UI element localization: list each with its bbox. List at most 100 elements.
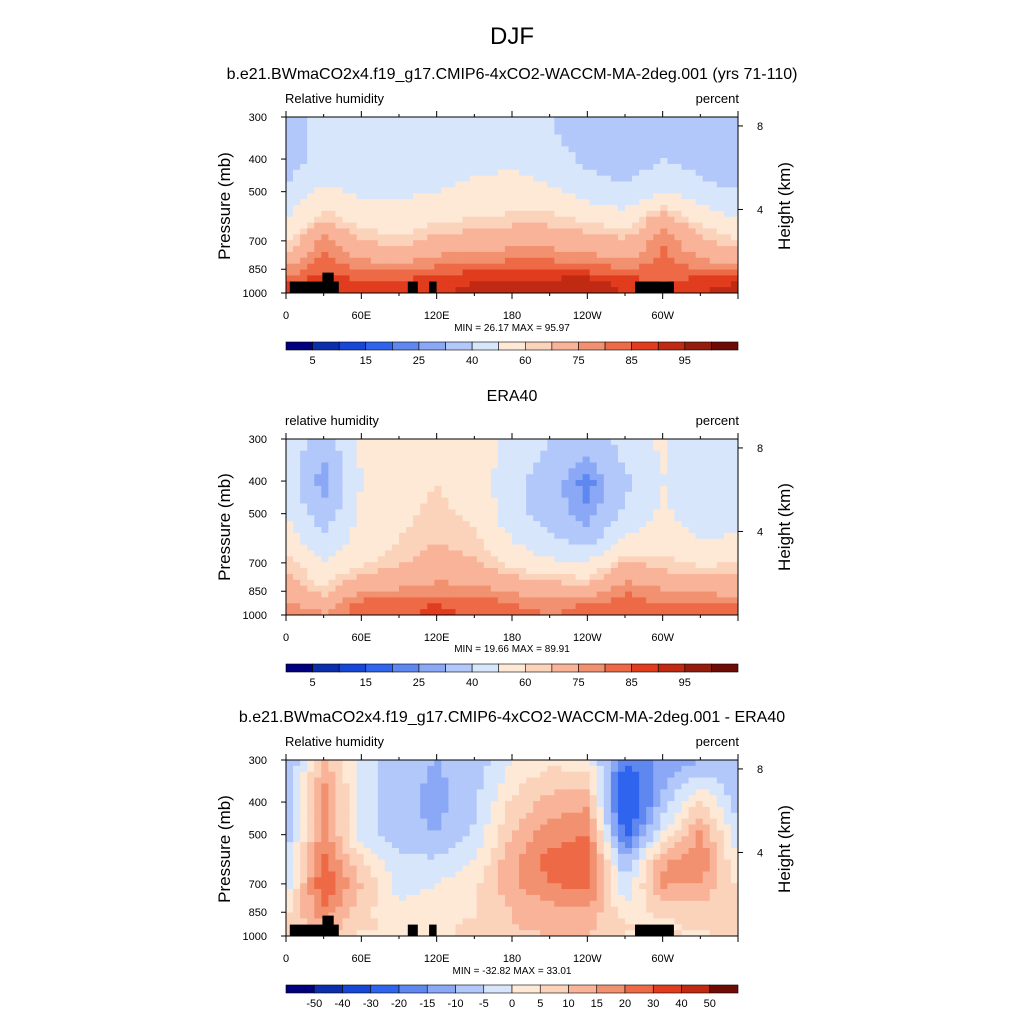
heatmap-cell: [391, 842, 400, 849]
heatmap-cell: [688, 199, 697, 206]
heatmap-cell: [730, 444, 739, 452]
heatmap-cell: [582, 275, 591, 282]
heatmap-cell: [688, 158, 697, 165]
heatmap-cell: [286, 777, 294, 784]
heatmap-cell: [533, 806, 541, 814]
heatmap-cell: [448, 538, 456, 545]
heatmap-cell: [547, 468, 555, 475]
heatmap-cell: [420, 503, 428, 510]
x-tick-label: 0: [283, 632, 289, 644]
heatmap-cell: [709, 801, 718, 808]
heatmap-cell: [526, 462, 534, 469]
heatmap-cell: [434, 163, 442, 171]
heatmap-cell: [723, 193, 732, 200]
heatmap-cell: [286, 485, 294, 493]
heatmap-cell: [391, 550, 400, 557]
heatmap-cell: [490, 579, 499, 587]
heatmap-cell: [307, 462, 315, 469]
heatmap-cell: [533, 246, 541, 253]
heatmap-cell: [695, 609, 704, 616]
heatmap-cell: [603, 146, 612, 153]
heatmap-cell: [307, 556, 315, 563]
heatmap-cell: [730, 474, 739, 481]
heatmap-cell: [293, 140, 301, 147]
heatmap-cell: [399, 222, 407, 229]
heatmap-cell: [441, 152, 449, 159]
heatmap-cell: [632, 275, 640, 282]
heatmap-cell: [596, 824, 605, 831]
heatmap-cell: [653, 556, 661, 563]
heatmap-cell: [617, 439, 626, 446]
heatmap-cell: [476, 573, 485, 581]
heatmap-cell: [476, 152, 485, 159]
heatmap-cell: [674, 462, 682, 469]
heatmap-cell: [300, 544, 308, 551]
heatmap-cell: [420, 771, 428, 778]
heatmap-cell: [526, 842, 534, 849]
heatmap-cell: [625, 181, 633, 188]
heatmap-cell: [448, 824, 456, 831]
heatmap-cell: [561, 287, 569, 294]
heatmap-cell: [286, 187, 294, 194]
heatmap-cell: [526, 146, 534, 153]
heatmap-cell: [603, 169, 612, 177]
heatmap-cell: [723, 210, 732, 218]
heatmap-cell: [617, 134, 626, 141]
heatmap-cell: [462, 585, 471, 592]
heatmap-cell: [730, 568, 739, 575]
heatmap-cell: [646, 550, 654, 557]
heatmap-cell: [476, 122, 485, 130]
heatmap-cell: [490, 573, 499, 581]
x-tick-label: 120W: [573, 632, 602, 644]
heatmap-cell: [603, 128, 612, 135]
heatmap-cell: [335, 603, 343, 610]
heatmap-cell: [441, 169, 449, 177]
heatmap-cell: [497, 246, 506, 253]
heatmap-cell: [695, 117, 704, 124]
heatmap-cell: [667, 515, 675, 522]
heatmap-cell: [335, 842, 343, 849]
heatmap-cell: [617, 562, 626, 569]
heatmap-cell: [625, 503, 633, 510]
heatmap-cell: [709, 591, 718, 598]
heatmap-cell: [526, 527, 534, 534]
heatmap-cell: [646, 222, 654, 229]
heatmap-cell: [420, 281, 428, 288]
heatmap-cell: [462, 468, 471, 475]
heatmap-cell: [646, 134, 654, 141]
heatmap-cell: [455, 228, 463, 235]
heatmap-cell: [469, 573, 478, 581]
heatmap-cell: [406, 275, 414, 282]
heatmap-cell: [639, 163, 647, 171]
heatmap-cell: [540, 158, 548, 165]
heatmap-cell: [420, 234, 428, 241]
heatmap-cell: [384, 765, 393, 773]
heatmap-cell: [554, 444, 562, 452]
heatmap-cell: [391, 603, 400, 610]
heatmap-cell: [441, 830, 449, 837]
heatmap-cell: [653, 439, 661, 446]
heatmap-cell: [723, 199, 732, 206]
heatmap-cell: [504, 246, 513, 253]
heatmap-cell: [370, 275, 379, 282]
heatmap-cell: [646, 836, 654, 843]
heatmap-cell: [674, 603, 682, 610]
heatmap-cell: [533, 275, 541, 282]
heatmap-cell: [462, 263, 471, 270]
colorbar-swatch: [392, 663, 420, 673]
heatmap-cell: [723, 444, 732, 452]
heatmap-cell: [568, 193, 576, 200]
heatmap-cell: [716, 760, 725, 767]
heatmap-cell: [342, 550, 350, 557]
heatmap-cell: [688, 812, 697, 820]
heatmap-cell: [568, 842, 576, 849]
heatmap-cell: [660, 181, 668, 188]
heatmap-cell: [377, 169, 386, 177]
heatmap-cell: [441, 497, 449, 504]
heatmap-cell: [625, 562, 633, 569]
heatmap-cell: [413, 550, 421, 557]
heatmap-cell: [526, 199, 534, 206]
heatmap-cell: [427, 187, 435, 194]
heatmap-cell: [321, 836, 329, 843]
heatmap-cell: [377, 777, 386, 784]
